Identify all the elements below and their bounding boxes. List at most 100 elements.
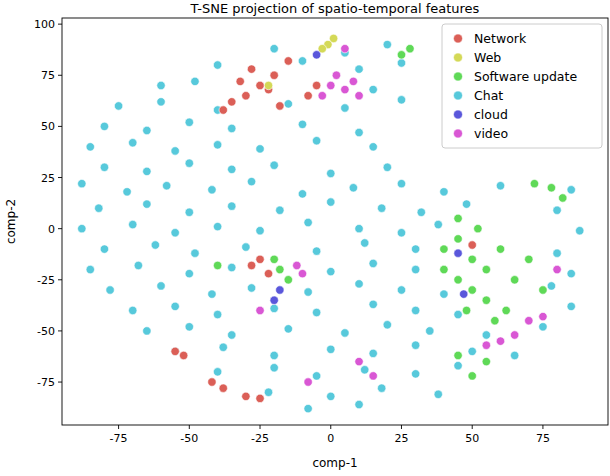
legend-box <box>442 24 602 148</box>
y-tick <box>58 24 62 25</box>
x-tick <box>401 425 402 429</box>
point <box>179 351 187 359</box>
point <box>100 245 108 253</box>
legend-label: cloud <box>474 107 508 122</box>
y-tick-label: 25 <box>41 172 55 185</box>
point <box>86 143 94 151</box>
x-tick <box>542 425 543 429</box>
point <box>369 300 377 308</box>
point <box>114 102 122 110</box>
point <box>185 269 193 277</box>
point <box>143 126 151 134</box>
point <box>482 341 490 349</box>
point <box>270 296 278 304</box>
point <box>482 357 490 365</box>
point <box>468 286 476 294</box>
point <box>157 98 165 106</box>
y-tick <box>58 330 62 331</box>
point <box>397 51 405 59</box>
point <box>468 255 476 263</box>
point <box>440 290 448 298</box>
point <box>270 304 278 312</box>
point <box>397 286 405 294</box>
point <box>228 331 236 339</box>
point <box>256 145 264 153</box>
point <box>468 372 476 380</box>
legend-marker <box>454 53 463 62</box>
point <box>185 159 193 167</box>
point <box>213 310 221 318</box>
point <box>284 276 292 284</box>
point <box>293 261 301 269</box>
point <box>298 190 306 198</box>
point <box>247 261 255 269</box>
point <box>284 57 292 65</box>
point <box>284 100 292 108</box>
point <box>312 372 320 380</box>
point <box>567 302 575 310</box>
point <box>496 337 504 345</box>
point <box>276 206 284 214</box>
point <box>355 400 363 408</box>
point <box>397 96 405 104</box>
point <box>171 302 179 310</box>
point <box>129 306 137 314</box>
y-tick <box>58 279 62 280</box>
legend-label: Network <box>474 31 527 46</box>
legend-label: Chat <box>474 88 503 103</box>
point <box>411 306 419 314</box>
point <box>355 128 363 136</box>
point <box>482 296 490 304</box>
point <box>236 77 244 85</box>
point <box>228 263 236 271</box>
x-tick-label: 50 <box>465 432 479 445</box>
point <box>525 255 533 263</box>
point <box>559 194 567 202</box>
point <box>547 282 555 290</box>
point <box>440 188 448 196</box>
point <box>270 44 278 52</box>
point <box>383 40 391 48</box>
point <box>242 243 250 251</box>
y-tick <box>58 75 62 76</box>
point <box>276 286 284 294</box>
x-axis-label: comp-1 <box>312 456 357 470</box>
point <box>228 165 236 173</box>
point <box>327 345 335 353</box>
point <box>162 182 170 190</box>
point <box>377 204 385 212</box>
x-tick-label: 25 <box>394 432 408 445</box>
x-tick-label: -75 <box>110 432 128 445</box>
point <box>355 92 363 100</box>
point <box>219 384 227 392</box>
x-tick <box>472 425 473 429</box>
point <box>510 351 518 359</box>
point <box>369 349 377 357</box>
y-axis-label: comp-2 <box>4 199 18 244</box>
point <box>369 259 377 267</box>
point <box>143 167 151 175</box>
y-tick <box>58 177 62 178</box>
point <box>304 404 312 412</box>
point <box>491 316 499 324</box>
point <box>530 179 538 187</box>
point <box>383 163 391 171</box>
legend-marker <box>454 91 463 100</box>
point <box>219 343 227 351</box>
title: T-SNE projection of spatio-temporal feat… <box>190 1 480 16</box>
point <box>219 106 227 114</box>
point <box>434 390 442 398</box>
point <box>576 227 584 235</box>
chart: -75-50-250255075-75-50-250255075100T-SNE… <box>0 0 610 476</box>
background <box>0 0 610 476</box>
point <box>327 198 335 206</box>
x-tick <box>330 425 331 429</box>
point <box>185 118 193 126</box>
x-tick-label: 0 <box>327 432 334 445</box>
point <box>539 312 547 320</box>
point <box>454 235 462 243</box>
point <box>256 227 264 235</box>
legend-label: Software update <box>474 69 577 84</box>
point <box>454 310 462 318</box>
point <box>78 179 86 187</box>
